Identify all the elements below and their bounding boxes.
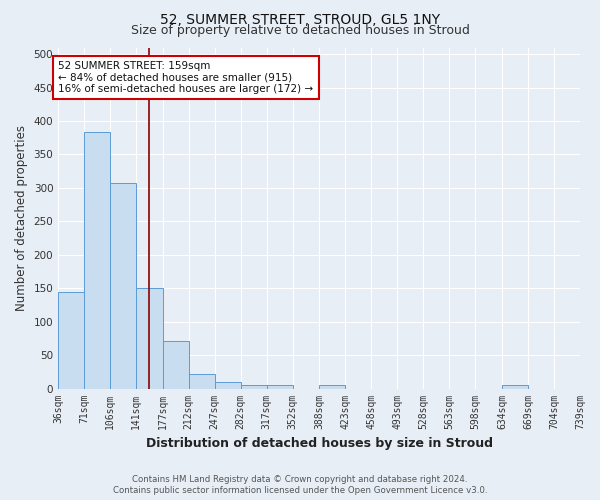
Y-axis label: Number of detached properties: Number of detached properties (15, 125, 28, 311)
Bar (241, 385, 267, 388)
Text: Contains public sector information licensed under the Open Government Licence v3: Contains public sector information licen… (113, 486, 487, 495)
Bar (319, 385, 346, 388)
Bar (502, 385, 528, 388)
Bar (84, 132, 110, 388)
Text: Size of property relative to detached houses in Stroud: Size of property relative to detached ho… (131, 24, 469, 37)
Bar (267, 385, 293, 388)
Bar (163, 341, 189, 388)
Text: 52 SUMMER STREET: 159sqm
← 84% of detached houses are smaller (915)
16% of semi-: 52 SUMMER STREET: 159sqm ← 84% of detach… (58, 61, 313, 94)
Bar (136, 288, 163, 388)
Bar (58, 292, 84, 388)
Bar (110, 182, 136, 388)
Text: 52, SUMMER STREET, STROUD, GL5 1NY: 52, SUMMER STREET, STROUD, GL5 1NY (160, 12, 440, 26)
Bar (189, 374, 215, 388)
Text: Contains HM Land Registry data © Crown copyright and database right 2024.: Contains HM Land Registry data © Crown c… (132, 475, 468, 484)
X-axis label: Distribution of detached houses by size in Stroud: Distribution of detached houses by size … (146, 437, 493, 450)
Bar (215, 382, 241, 388)
